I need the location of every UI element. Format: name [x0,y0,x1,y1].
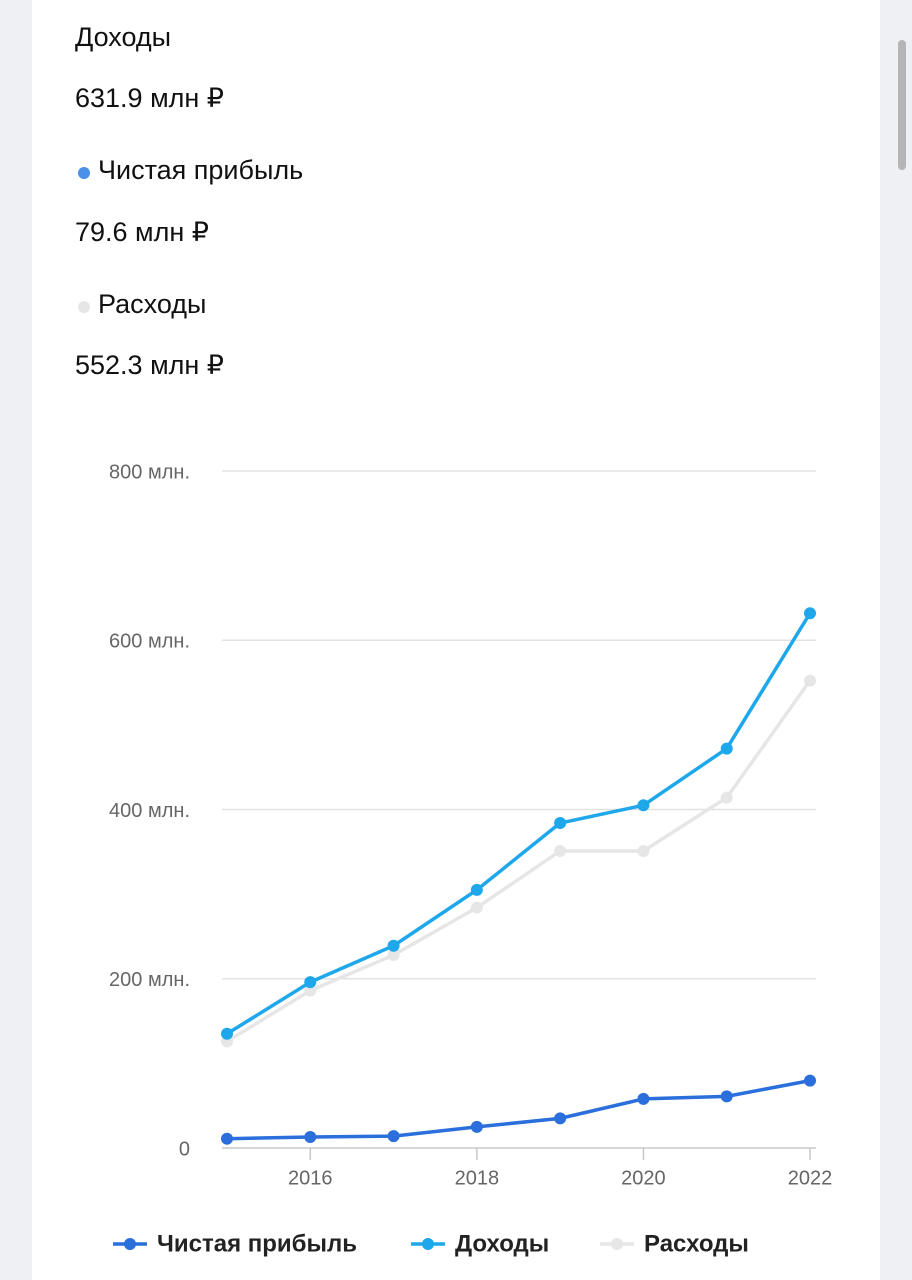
point [554,844,567,857]
point [720,742,733,755]
summary-name: Чистая прибыль [98,155,303,185]
y-tick-label: 800 млн. [109,461,190,483]
y-tick-label: 0 [179,1138,190,1160]
legend-dot [124,1238,136,1250]
series-line [226,1078,811,1141]
legend-label: Доходы [455,1230,549,1257]
point [387,939,400,952]
legend-label: Расходы [644,1230,749,1257]
x-tick-label: 2020 [621,1167,666,1189]
point [637,844,650,857]
x-tick-label: 2022 [788,1167,833,1189]
point [804,607,816,620]
y-tick-label: 200 млн. [109,969,190,991]
point [554,817,567,830]
point [470,1120,483,1133]
point [304,984,317,997]
y-tick-label: 600 млн. [109,631,190,653]
summary-name: Доходы [75,22,171,52]
summary-value: 552.3 млн ₽ [75,350,224,380]
x-tick-label: 2018 [455,1167,500,1189]
point [804,674,816,687]
chart: 0 200 млн. 400 млн. 600 млн. 800 млн. 2016 201… [109,461,832,1257]
point [470,883,483,896]
series-line [226,612,812,1036]
legend-label: Чистая прибыль [157,1230,357,1257]
point [720,791,733,804]
point [387,1130,400,1143]
summary-dot [78,167,90,179]
point [637,1092,650,1105]
point [221,1027,233,1040]
point [304,1130,317,1143]
point [221,1132,233,1145]
series-line [226,679,812,1043]
point [720,1090,733,1103]
summary-dot [78,301,90,313]
point [470,901,483,914]
summary-name: Расходы [98,289,206,319]
point [387,949,400,962]
summary-value: 631.9 млн ₽ [75,83,224,113]
point [304,976,317,989]
scrollbar[interactable] [898,40,906,170]
point [637,799,650,812]
point [554,1112,567,1125]
point [804,1074,816,1087]
legend-dot [422,1238,434,1250]
x-tick-label: 2016 [288,1167,333,1189]
y-tick-label: 400 млн. [109,800,190,822]
legend-dot [611,1238,623,1250]
summary-value: 79.6 млн ₽ [75,217,209,247]
